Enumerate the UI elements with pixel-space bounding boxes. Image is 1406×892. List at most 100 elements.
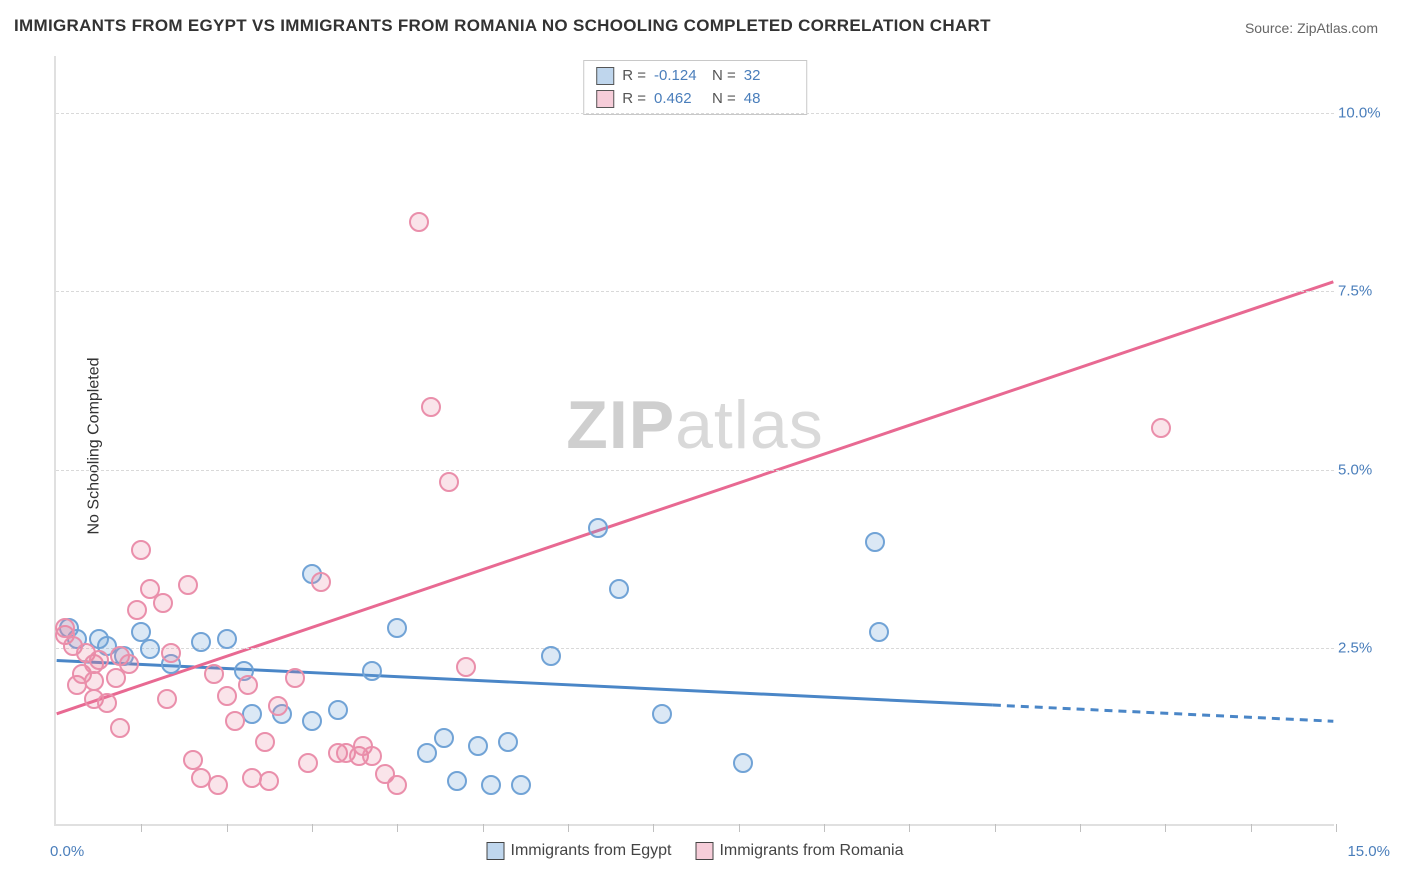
- data-point: [259, 771, 279, 791]
- data-point: [387, 618, 407, 638]
- watermark: ZIPatlas: [566, 386, 823, 464]
- data-point: [238, 675, 258, 695]
- data-point: [161, 643, 181, 663]
- legend-item: Immigrants from Romania: [695, 842, 903, 860]
- data-point: [588, 518, 608, 538]
- swatch-icon: [596, 67, 614, 85]
- data-point: [869, 622, 889, 642]
- data-point: [127, 600, 147, 620]
- data-point: [285, 668, 305, 688]
- data-point: [468, 736, 488, 756]
- y-tick-label: 7.5%: [1338, 283, 1394, 300]
- data-point: [417, 743, 437, 763]
- data-point: [208, 775, 228, 795]
- data-point: [421, 397, 441, 417]
- legend-label: R =: [622, 88, 646, 111]
- data-point: [311, 572, 331, 592]
- data-point: [409, 212, 429, 232]
- data-point: [511, 775, 531, 795]
- legend-label: N =: [712, 65, 736, 88]
- r-value: 0.462: [654, 88, 704, 111]
- data-point: [865, 532, 885, 552]
- watermark-bold: ZIP: [566, 387, 675, 463]
- data-point: [191, 632, 211, 652]
- legend-row: R = -0.124 N = 32: [596, 65, 794, 88]
- source-attribution: Source: ZipAtlas.com: [1245, 20, 1378, 36]
- y-tick-label: 5.0%: [1338, 461, 1394, 478]
- data-point: [140, 639, 160, 659]
- gridline: [56, 291, 1334, 292]
- data-point: [439, 472, 459, 492]
- data-point: [387, 775, 407, 795]
- data-point: [157, 689, 177, 709]
- data-point: [541, 646, 561, 666]
- chart-title: IMMIGRANTS FROM EGYPT VS IMMIGRANTS FROM…: [14, 16, 991, 36]
- x-tick: [1336, 824, 1337, 832]
- x-tick: [995, 824, 996, 832]
- r-value: -0.124: [654, 65, 704, 88]
- plot-area: ZIPatlas R = -0.124 N = 32 R = 0.462 N =…: [54, 56, 1334, 826]
- data-point: [89, 650, 109, 670]
- data-point: [328, 700, 348, 720]
- legend-label: R =: [622, 65, 646, 88]
- trend-line: [993, 705, 1333, 721]
- data-point: [498, 732, 518, 752]
- series-legend: Immigrants from Egypt Immigrants from Ro…: [487, 842, 904, 860]
- data-point: [733, 753, 753, 773]
- gridline: [56, 470, 1334, 471]
- data-point: [481, 775, 501, 795]
- data-point: [447, 771, 467, 791]
- data-point: [434, 728, 454, 748]
- x-axis-max-label: 15.0%: [1347, 843, 1390, 860]
- data-point: [217, 686, 237, 706]
- n-value: 32: [744, 65, 794, 88]
- legend-label: Immigrants from Romania: [719, 842, 903, 859]
- data-point: [84, 671, 104, 691]
- data-point: [362, 746, 382, 766]
- swatch-icon: [695, 842, 713, 860]
- n-value: 48: [744, 88, 794, 111]
- data-point: [178, 575, 198, 595]
- data-point: [119, 654, 139, 674]
- x-tick: [568, 824, 569, 832]
- legend-label: Immigrants from Egypt: [511, 842, 672, 859]
- data-point: [97, 693, 117, 713]
- trend-line: [57, 282, 1334, 714]
- x-axis-origin-label: 0.0%: [50, 843, 84, 860]
- x-tick: [739, 824, 740, 832]
- x-tick: [824, 824, 825, 832]
- x-tick: [1165, 824, 1166, 832]
- data-point: [225, 711, 245, 731]
- correlation-legend: R = -0.124 N = 32 R = 0.462 N = 48: [583, 60, 807, 115]
- data-point: [456, 657, 476, 677]
- x-tick: [483, 824, 484, 832]
- legend-item: Immigrants from Egypt: [487, 842, 672, 860]
- gridline: [56, 648, 1334, 649]
- legend-label: N =: [712, 88, 736, 111]
- data-point: [153, 593, 173, 613]
- legend-row: R = 0.462 N = 48: [596, 88, 794, 111]
- data-point: [1151, 418, 1171, 438]
- data-point: [204, 664, 224, 684]
- gridline: [56, 113, 1334, 114]
- data-point: [362, 661, 382, 681]
- y-tick-label: 2.5%: [1338, 639, 1394, 656]
- data-point: [302, 711, 322, 731]
- data-point: [652, 704, 672, 724]
- data-point: [298, 753, 318, 773]
- x-tick: [1080, 824, 1081, 832]
- data-point: [242, 704, 262, 724]
- x-tick: [909, 824, 910, 832]
- swatch-icon: [487, 842, 505, 860]
- data-point: [131, 540, 151, 560]
- x-tick: [227, 824, 228, 832]
- trend-line: [57, 660, 993, 705]
- data-point: [609, 579, 629, 599]
- data-point: [255, 732, 275, 752]
- data-point: [110, 718, 130, 738]
- watermark-rest: atlas: [675, 387, 824, 463]
- x-tick: [1251, 824, 1252, 832]
- x-tick: [141, 824, 142, 832]
- x-tick: [397, 824, 398, 832]
- x-tick: [312, 824, 313, 832]
